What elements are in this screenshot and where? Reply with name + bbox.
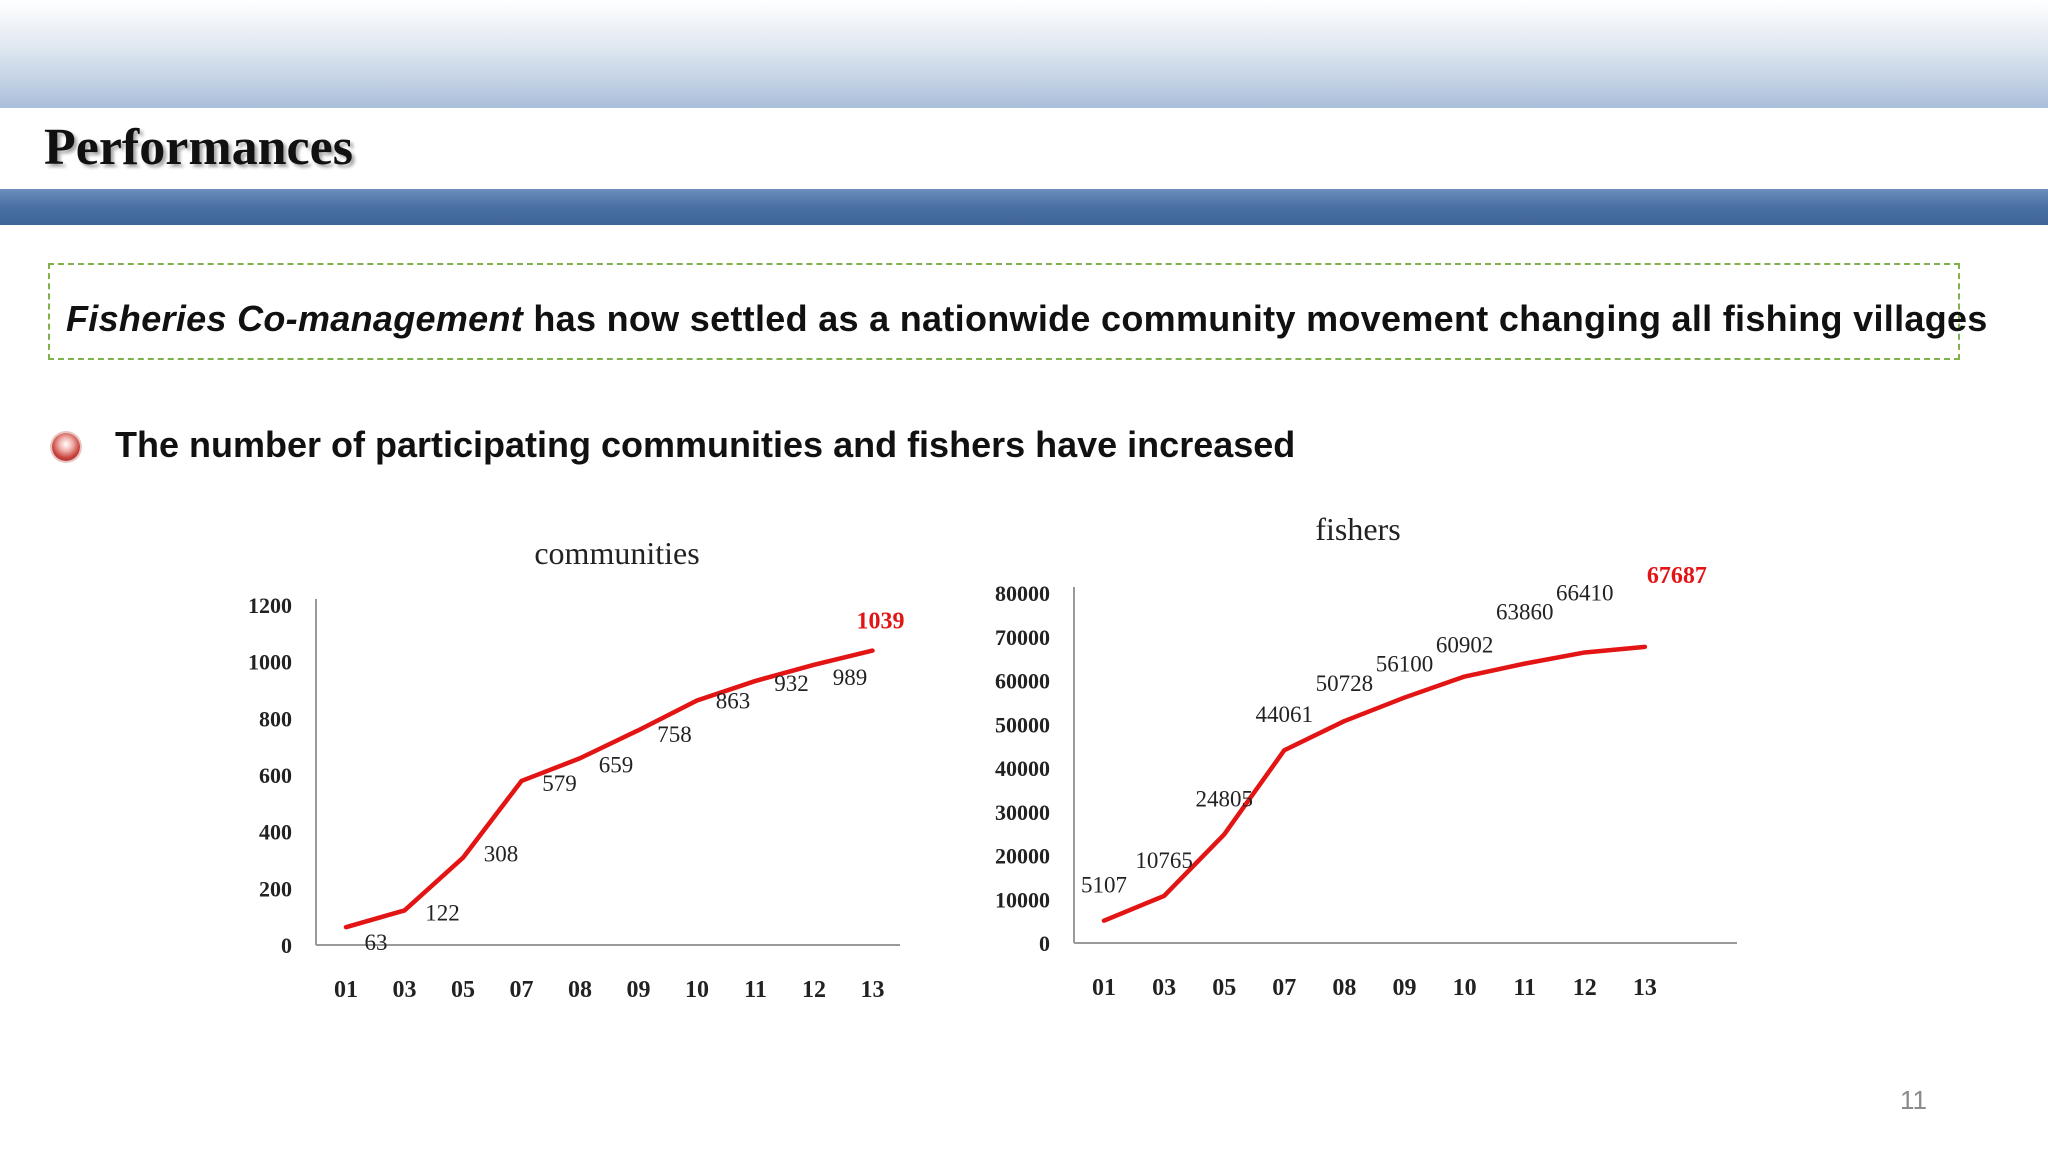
communities-x-tick-label: 03 (393, 977, 417, 1003)
communities-x-tick-label: 12 (802, 977, 826, 1003)
fishers-y-tick-label: 40000 (995, 756, 1050, 781)
fishers-y-tick-label: 0 (1039, 931, 1050, 956)
fishers-x-tick-label: 09 (1393, 975, 1417, 1001)
fishers-y-tick-label: 50000 (995, 712, 1050, 737)
communities-x-tick-label: 05 (451, 977, 475, 1003)
fishers-x-tick-label: 13 (1633, 975, 1657, 1001)
fishers-x-tick-label: 12 (1573, 975, 1597, 1001)
communities-chart-title: communities (534, 535, 699, 571)
communities-data-label: 863 (716, 688, 751, 713)
bullet-icon (52, 433, 80, 461)
communities-x-tick-label: 13 (861, 977, 885, 1003)
fishers-chart-title: fishers (1315, 511, 1400, 547)
fishers-data-label: 67687 (1647, 563, 1707, 589)
fishers-data-label: 10765 (1135, 848, 1193, 873)
fishers-x-tick-label: 05 (1212, 975, 1236, 1001)
fishers-x-tick-label: 11 (1513, 975, 1536, 1001)
page-number: 11 (1900, 1085, 1927, 1115)
communities-x-tick-label: 01 (334, 977, 358, 1003)
callout-text: Fisheries Co-management has now settled … (66, 298, 1988, 340)
communities-x-tick-label: 09 (627, 977, 651, 1003)
fishers-y-tick-label: 70000 (995, 625, 1050, 650)
communities-data-label: 308 (484, 842, 519, 867)
fishers-x-tick-label: 07 (1272, 975, 1296, 1001)
bullet-text: The number of participating communities … (115, 424, 1296, 465)
header-gradient-band (0, 0, 2048, 108)
communities-y-tick-label: 800 (259, 706, 292, 731)
fishers-data-label: 24805 (1195, 786, 1253, 811)
fishers-y-tick-label: 80000 (995, 581, 1050, 606)
fishers-data-label: 50728 (1316, 671, 1374, 696)
fishers-x-tick-label: 08 (1332, 975, 1356, 1001)
communities-data-label: 758 (657, 722, 692, 747)
fishers-y-tick-label: 20000 (995, 844, 1050, 869)
communities-series-line (343, 648, 875, 930)
page-title: Performances (44, 119, 353, 176)
communities-data-label: 932 (774, 671, 809, 696)
fishers-series-line (1101, 644, 1648, 923)
communities-y-tick-label: 1200 (248, 593, 292, 618)
communities-y-tick-label: 400 (259, 820, 292, 845)
communities-y-tick-label: 600 (259, 763, 292, 788)
communities-x-tick-label: 08 (568, 977, 592, 1003)
fishers-data-label: 66410 (1556, 580, 1614, 605)
callout-box (48, 263, 1960, 360)
fishers-data-label: 60902 (1436, 633, 1494, 658)
communities-chart: communities 0 200 400 600 800 1000 1200 01 03 05 07… (248, 535, 905, 1003)
communities-data-label: 122 (425, 900, 460, 925)
communities-y-tick-label: 1000 (248, 650, 292, 675)
communities-x-tick-label: 11 (744, 977, 767, 1003)
fishers-y-tick-label: 60000 (995, 669, 1050, 694)
communities-data-label: 579 (542, 771, 577, 796)
fishers-x-tick-label: 01 (1092, 975, 1116, 1001)
fishers-chart: fishers 0 10000 20000 30000 40000 50000 60000 70… (995, 511, 1737, 1001)
communities-y-tick-label: 200 (259, 876, 292, 901)
communities-y-tick-label: 0 (281, 933, 292, 958)
communities-data-label: 989 (833, 665, 868, 690)
fishers-x-tick-label: 03 (1152, 975, 1176, 1001)
fishers-data-label: 63860 (1496, 600, 1554, 625)
communities-data-label: 63 (365, 930, 388, 955)
fishers-data-label: 5107 (1081, 873, 1127, 898)
title-underline-bar (0, 189, 2048, 225)
fishers-data-label: 56100 (1376, 652, 1434, 677)
fishers-data-label: 44061 (1256, 702, 1314, 727)
fishers-y-tick-label: 30000 (995, 800, 1050, 825)
fishers-y-tick-label: 10000 (995, 887, 1050, 912)
fishers-x-tick-label: 10 (1453, 975, 1477, 1001)
communities-data-label: 659 (599, 752, 634, 777)
communities-x-tick-label: 10 (685, 977, 709, 1003)
callout-emphasis: Fisheries Co-management (66, 298, 524, 339)
communities-x-tick-label: 07 (510, 977, 534, 1003)
callout-statement: has now settled as a nationwide communit… (523, 298, 1988, 339)
communities-data-label: 1039 (857, 609, 905, 635)
